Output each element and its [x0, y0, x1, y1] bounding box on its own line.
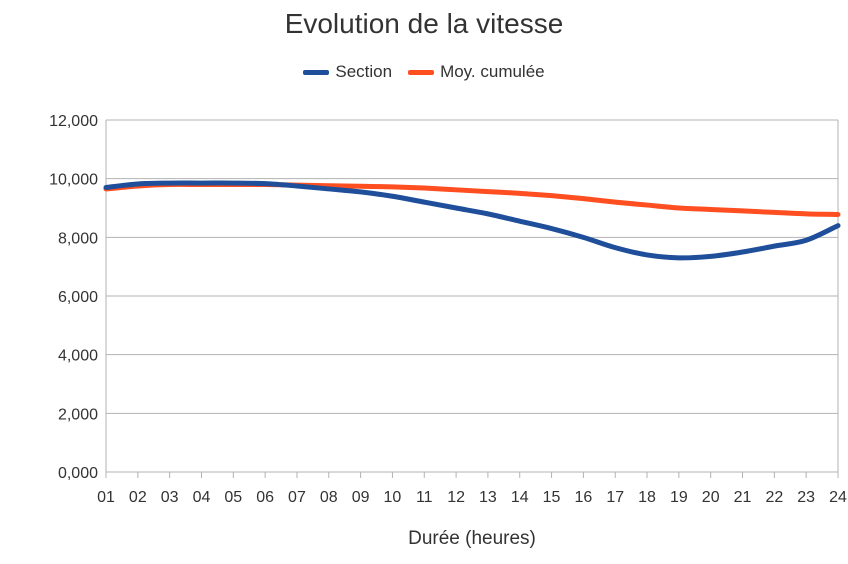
x-tick-label: 17: [606, 489, 624, 506]
x-tick-label: 22: [765, 489, 783, 506]
x-tick-label: 02: [129, 489, 147, 506]
x-tick-label: 23: [797, 489, 815, 506]
legend: Section Moy. cumulée: [0, 62, 848, 82]
x-tick-label: 07: [288, 489, 306, 506]
x-tick-label: 11: [416, 489, 433, 506]
x-tick-label: 06: [256, 489, 274, 506]
legend-label-section: Section: [335, 62, 393, 81]
legend-item-moy-cumulee: Moy. cumulée: [408, 62, 545, 82]
y-tick-label: 6,000: [58, 289, 98, 306]
y-tick-label: 0,000: [58, 465, 98, 482]
y-tick-label: 2,000: [58, 406, 98, 423]
x-tick-label: 19: [670, 489, 688, 506]
x-tick-label: 05: [224, 489, 242, 506]
legend-item-section: Section: [303, 62, 392, 82]
legend-swatch-section: [303, 69, 330, 75]
x-axis-label: Durée (heures): [408, 528, 536, 549]
x-tick-label: 15: [543, 489, 561, 506]
x-tick-label: 16: [574, 489, 592, 506]
x-tick-label: 20: [702, 489, 720, 506]
x-tick-label: 10: [384, 489, 402, 506]
legend-swatch-moy-cumulee: [408, 69, 435, 75]
legend-label-moy-cumulee: Moy. cumulée: [440, 62, 545, 81]
x-tick-label: 12: [447, 489, 465, 506]
x-tick-label: 03: [161, 489, 179, 506]
x-tick-label: 18: [638, 489, 656, 506]
x-tick-label: 13: [479, 489, 497, 506]
x-tick-label: 21: [734, 489, 752, 506]
x-tick-label: 08: [320, 489, 338, 506]
x-tick-label: 24: [829, 489, 847, 506]
y-tick-label: 10,000: [49, 172, 98, 189]
x-tick-label: 04: [193, 489, 211, 506]
y-tick-label: 12,000: [49, 113, 98, 130]
x-tick-label: 01: [97, 489, 115, 506]
x-tick-label: 14: [511, 489, 529, 506]
y-tick-label: 8,000: [58, 230, 98, 247]
chart-title: Evolution de la vitesse: [284, 8, 564, 39]
y-tick-label: 4,000: [58, 348, 98, 365]
series-line-section: [103, 180, 841, 261]
x-tick-label: 09: [352, 489, 370, 506]
